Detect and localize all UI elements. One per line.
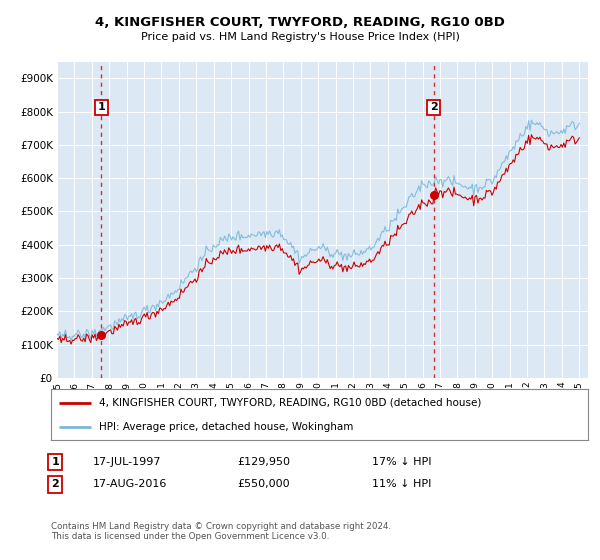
- Text: 4, KINGFISHER COURT, TWYFORD, READING, RG10 0BD (detached house): 4, KINGFISHER COURT, TWYFORD, READING, R…: [100, 398, 482, 408]
- Text: 4, KINGFISHER COURT, TWYFORD, READING, RG10 0BD: 4, KINGFISHER COURT, TWYFORD, READING, R…: [95, 16, 505, 29]
- Text: Price paid vs. HM Land Registry's House Price Index (HPI): Price paid vs. HM Land Registry's House …: [140, 32, 460, 43]
- Text: Contains HM Land Registry data © Crown copyright and database right 2024.
This d: Contains HM Land Registry data © Crown c…: [51, 522, 391, 542]
- Text: 2: 2: [430, 102, 437, 113]
- Text: 17-JUL-1997: 17-JUL-1997: [93, 457, 161, 467]
- Point: [429, 190, 439, 199]
- Text: 1: 1: [52, 457, 59, 467]
- Text: 2: 2: [52, 479, 59, 489]
- Point: [97, 330, 106, 339]
- Text: 17-AUG-2016: 17-AUG-2016: [93, 479, 167, 489]
- Text: 17% ↓ HPI: 17% ↓ HPI: [372, 457, 431, 467]
- Text: HPI: Average price, detached house, Wokingham: HPI: Average price, detached house, Woki…: [100, 422, 354, 432]
- Text: 1: 1: [97, 102, 105, 113]
- Text: £129,950: £129,950: [237, 457, 290, 467]
- Text: £550,000: £550,000: [237, 479, 290, 489]
- Text: 11% ↓ HPI: 11% ↓ HPI: [372, 479, 431, 489]
